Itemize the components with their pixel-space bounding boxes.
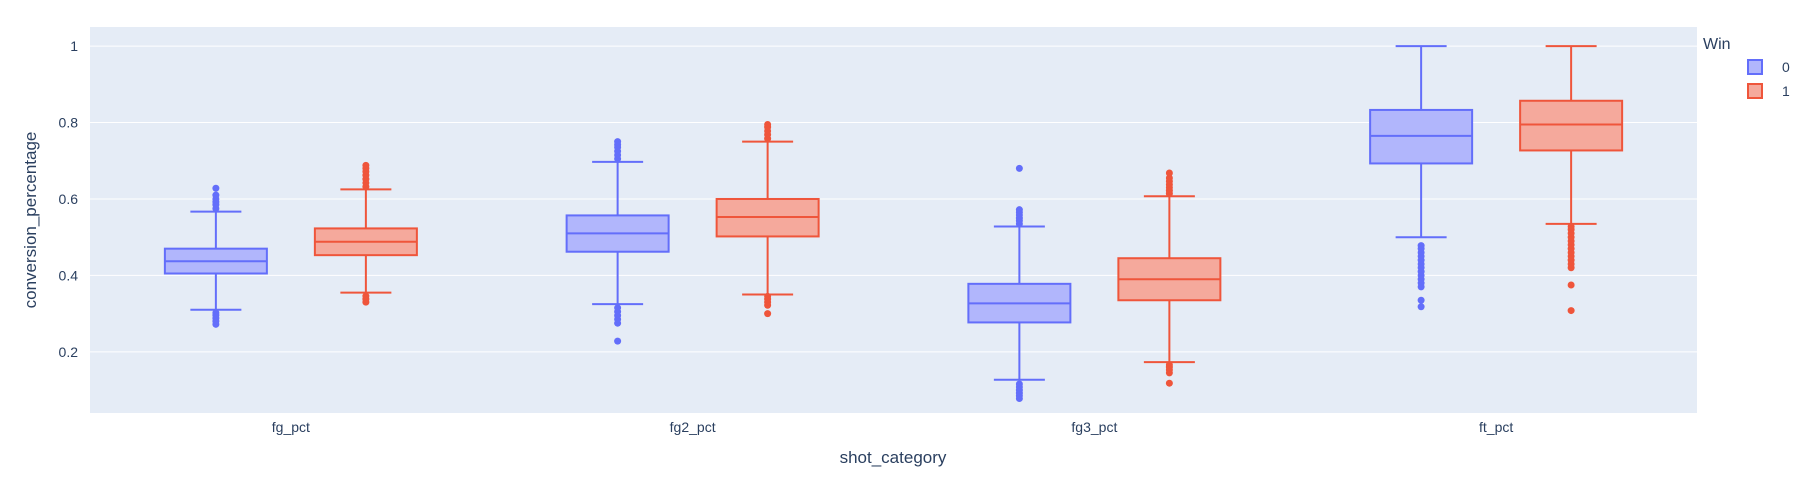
y-tick-label-4: 1 (70, 38, 78, 54)
outlier-point-5 (1015, 380, 1023, 388)
box-fg2_pct-win-1 (715, 120, 820, 318)
box-fg2_pct-win-0 (565, 138, 670, 345)
outlier-point-13 (1417, 242, 1425, 250)
outlier-point-0 (614, 337, 622, 345)
outlier-point-11 (1015, 206, 1023, 214)
x-axis-title: shot_category (840, 448, 947, 467)
outlier-point-4 (764, 292, 772, 300)
outlier-point-2 (362, 292, 370, 300)
legend-label-1: 1 (1782, 83, 1790, 99)
legend-swatch-1 (1747, 83, 1763, 99)
legend-label-0: 0 (1782, 59, 1790, 75)
y-tick-label-2: 0.6 (59, 191, 79, 207)
outlier-point-9 (212, 191, 220, 199)
outlier-point-5 (614, 304, 622, 312)
plot-background (90, 27, 1697, 413)
outlier-point-12 (1015, 164, 1023, 172)
outlier-point-9 (764, 120, 772, 128)
outlier-point-0 (1165, 379, 1173, 387)
y-axis-ticks: 0.2 0.4 0.6 0.8 1 (59, 38, 79, 360)
box-fg_pct-win-1 (313, 161, 418, 306)
outlier-point-11 (1165, 169, 1173, 177)
x-tick-label-fg2_pct: fg2_pct (670, 419, 716, 435)
legend-item-1[interactable]: 1 (1747, 83, 1790, 99)
outlier-point-11 (614, 138, 622, 146)
outlier-point-0 (1417, 303, 1425, 311)
legend-swatch-0 (1747, 59, 1763, 75)
y-tick-label-0: 0.2 (59, 344, 79, 360)
box-fg3_pct-win-0 (967, 164, 1072, 402)
x-tick-label-fg3_pct: fg3_pct (1071, 419, 1117, 435)
x-axis-ticks: fg_pct fg2_pct fg3_pct ft_pct (272, 419, 1514, 435)
iqr-box (1519, 99, 1624, 152)
outlier-point-0 (1567, 307, 1575, 315)
outlier-point-10 (1165, 174, 1173, 182)
x-tick-label-fg_pct: fg_pct (272, 419, 310, 435)
box-fg3_pct-win-1 (1117, 169, 1222, 387)
box-fg_pct-win-0 (163, 184, 268, 328)
outlier-point-0 (764, 310, 772, 318)
outlier-point-9 (362, 161, 370, 169)
outlier-point-4 (212, 309, 220, 317)
y-tick-label-1: 0.4 (59, 267, 79, 283)
x-tick-label-ft_pct: ft_pct (1479, 419, 1513, 435)
outlier-point-13 (1567, 222, 1575, 230)
legend-title: Win (1703, 36, 1731, 53)
outlier-point-1 (1567, 281, 1575, 289)
outlier-point-1 (1417, 296, 1425, 304)
box-ft_pct-win-0 (1369, 45, 1474, 311)
y-axis-title: conversion_percentage (21, 132, 40, 309)
outlier-point-4 (1165, 361, 1173, 369)
legend-item-0[interactable]: 0 (1747, 59, 1790, 75)
box-ft_pct-win-1 (1519, 45, 1624, 315)
outlier-point-10 (212, 184, 220, 192)
legend: Win 0 1 (1703, 36, 1790, 99)
box-traces (163, 45, 1624, 402)
y-tick-label-3: 0.8 (59, 115, 79, 131)
